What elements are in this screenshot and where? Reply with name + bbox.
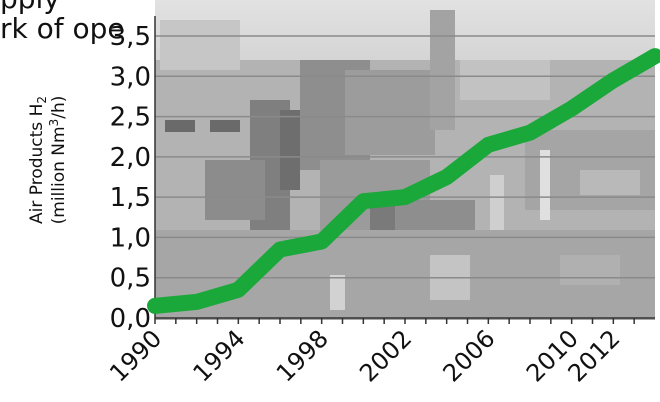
y-axis-label-line1: Air Products H xyxy=(27,104,47,224)
y-axis-label: Air Products H2 (million Nm3/h) xyxy=(27,96,69,225)
y-axis-label-line2-suffix: /h) xyxy=(49,96,69,119)
data-point xyxy=(569,106,574,111)
data-point xyxy=(653,54,657,59)
series-layer xyxy=(147,48,660,314)
y-tick-label: 1,5 xyxy=(110,183,151,213)
data-point xyxy=(444,175,449,179)
svg-text:Air Products H2: Air Products H2 xyxy=(27,96,49,224)
data-point xyxy=(194,299,199,304)
data-point xyxy=(153,303,157,308)
y-tick-label: 2,5 xyxy=(110,103,151,133)
y-tick-label: 1,0 xyxy=(110,223,151,253)
x-tick-label: 2002 xyxy=(354,324,417,387)
y-tick-labels: 0,0 0,5 1,0 1,5 2,0 2,5 3,0 3,5 xyxy=(110,22,151,334)
y-tick-label: 3,5 xyxy=(110,22,151,52)
data-point xyxy=(361,199,366,204)
y-axis-label-line2-prefix: (million Nm xyxy=(49,126,69,224)
x-tick-label: 1998 xyxy=(271,324,334,387)
y-axis-label-line1-sub: 2 xyxy=(35,96,49,104)
overlay-heading-fragment-2: rk of ope xyxy=(0,12,125,45)
data-point xyxy=(319,239,324,244)
svg-text:(million Nm3/h): (million Nm3/h) xyxy=(47,96,69,225)
data-point xyxy=(486,142,491,147)
data-point xyxy=(528,130,532,135)
data-point xyxy=(611,78,616,83)
y-tick-label: 2,0 xyxy=(110,143,151,173)
y-tick-label: 0,0 xyxy=(110,304,151,334)
y-tick-label: 0,5 xyxy=(110,264,151,294)
x-tick-label: 1994 xyxy=(188,324,251,387)
y-axis-label-line2-sup: 3 xyxy=(47,119,61,127)
data-point xyxy=(403,195,407,200)
plant-photo-background xyxy=(155,0,655,320)
data-point xyxy=(236,287,241,292)
data-point xyxy=(278,247,282,252)
x-tick-label: 2006 xyxy=(438,324,501,387)
y-tick-label: 3,0 xyxy=(110,62,151,92)
axes xyxy=(154,16,655,324)
overlay-heading-fragment-1: pply xyxy=(0,0,60,15)
